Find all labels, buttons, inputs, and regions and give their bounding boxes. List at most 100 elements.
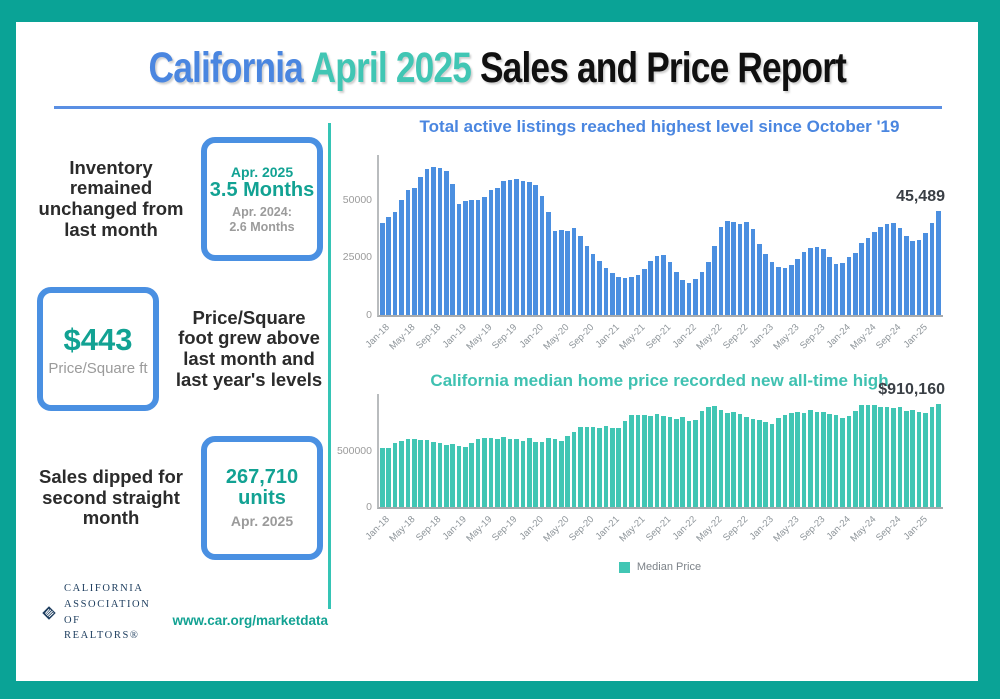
bar-Jun-19 [488, 189, 494, 315]
bar-Apr-24 [859, 242, 864, 315]
bar-Aug-20 [578, 427, 583, 508]
bar-Apr-25 [935, 210, 941, 315]
x-tick-May-19: May-19 [463, 514, 495, 545]
bar-Feb-20 [539, 195, 545, 315]
bar-Dec-19 [526, 437, 532, 508]
bar-Jun-21 [642, 414, 647, 508]
bar-Jun-18 [411, 187, 417, 315]
x-tick-May-20: May-20 [540, 514, 571, 545]
bar-May-24 [865, 237, 871, 315]
bar-Nov-19 [520, 180, 526, 315]
bar-Jun-20 [565, 231, 570, 315]
bar-Jul-20 [571, 431, 577, 508]
bar-Sep-21 [661, 255, 666, 315]
x-tick-Jan-20: Jan-20 [517, 321, 546, 350]
x-tick-May-24: May-24 [847, 321, 879, 352]
bar-Mar-24 [852, 252, 858, 315]
bar-Oct-21 [667, 261, 673, 315]
inventory-box-prior-year: Apr. 2024: 2.6 Months [229, 205, 295, 234]
median-price-chart-title: California median home price recorded ne… [430, 370, 889, 390]
active-listings-chart: Total active listings reached highest le… [341, 117, 978, 367]
bar-Dec-22 [757, 243, 762, 315]
bar-May-21 [635, 274, 641, 315]
x-tick-Jan-25: Jan-25 [901, 514, 930, 543]
x-tick-Jan-19: Jan-19 [440, 321, 469, 350]
bar-Nov-20 [597, 260, 602, 315]
bar-May-18 [405, 189, 411, 315]
x-tick-Sep-19: Sep-19 [490, 321, 520, 351]
bar-Jun-20 [565, 436, 570, 508]
x-tick-Jan-18: Jan-18 [363, 514, 392, 543]
marketdata-url-link[interactable]: www.car.org/marketdata [172, 613, 328, 628]
x-tick-Jan-25: Jan-25 [901, 321, 930, 350]
bar-Aug-19 [501, 180, 507, 315]
bar-Aug-23 [808, 248, 813, 315]
x-tick-May-20: May-20 [540, 321, 571, 352]
bar-Nov-20 [597, 428, 602, 508]
bar-Jan-21 [610, 273, 615, 315]
stats-sidebar: Inventory remained unchanged from last m… [16, 109, 328, 644]
x-tick-Jan-19: Jan-19 [440, 514, 469, 543]
active-listings-bars [380, 155, 942, 315]
bar-Sep-22 [737, 224, 743, 315]
bar-May-23 [789, 412, 794, 508]
bar-Apr-18 [399, 441, 404, 508]
x-tick-Jan-20: Jan-20 [517, 514, 546, 543]
bar-Apr-20 [552, 231, 558, 315]
org-line-1: CALIFORNIA [63, 583, 144, 594]
bar-May-24 [865, 404, 871, 508]
title-part-california: California [148, 44, 311, 92]
x-tick-May-22: May-22 [694, 321, 725, 352]
bar-Oct-18 [437, 442, 443, 508]
bar-Feb-21 [616, 276, 622, 315]
bar-Nov-24 [904, 235, 909, 315]
bar-May-21 [635, 414, 641, 508]
bar-Feb-22 [693, 279, 698, 315]
bar-Aug-21 [654, 413, 660, 508]
bar-Sep-23 [814, 247, 820, 315]
y-tick-0: 0 [366, 501, 372, 514]
stat-row-sales: Sales dipped for second straight month 2… [32, 425, 328, 571]
bar-Jul-21 [648, 415, 653, 508]
bar-Apr-22 [705, 261, 711, 315]
bar-Aug-24 [884, 224, 890, 315]
bar-Mar-19 [469, 200, 475, 315]
bar-Aug-22 [731, 412, 737, 508]
bar-Nov-19 [520, 440, 526, 508]
bar-Dec-23 [833, 414, 839, 508]
bar-Oct-24 [897, 227, 903, 315]
bar-Mar-18 [392, 443, 398, 508]
x-tick-May-18: May-18 [387, 321, 418, 352]
bar-Apr-21 [629, 276, 634, 315]
bar-Apr-22 [705, 407, 711, 508]
bar-Mar-20 [546, 211, 551, 315]
bar-Feb-25 [923, 233, 928, 315]
car-org-name: CALIFORNIA ASSOCIATION OF REALTORS® [64, 581, 150, 644]
y-tick-50000: 50000 [342, 194, 372, 207]
x-tick-May-24: May-24 [847, 514, 879, 545]
active-listings-annotation: 45,489 [896, 187, 945, 205]
bar-Apr-23 [782, 267, 788, 315]
bar-Dec-20 [603, 426, 609, 508]
y-tick-500000: 500000 [336, 444, 372, 457]
bar-Jul-19 [495, 438, 500, 508]
bar-Jul-23 [801, 413, 807, 508]
bar-Jan-19 [456, 446, 462, 508]
bar-Sep-18 [431, 441, 436, 508]
bar-Mar-21 [622, 277, 628, 315]
x-tick-Jan-23: Jan-23 [747, 514, 776, 543]
x-tick-Sep-18: Sep-18 [413, 321, 443, 351]
x-tick-Sep-19: Sep-19 [490, 514, 520, 544]
bar-Sep-19 [507, 179, 513, 315]
x-tick-Sep-20: Sep-20 [567, 514, 597, 544]
bar-Oct-18 [437, 168, 443, 315]
x-tick-Sep-21: Sep-21 [643, 321, 674, 351]
bar-Jan-25 [916, 412, 922, 508]
x-tick-Sep-18: Sep-18 [413, 514, 443, 544]
footer: CALIFORNIA ASSOCIATION OF REALTORS® www.… [32, 581, 328, 644]
bar-Jan-25 [916, 240, 922, 315]
report-card: California April 2025 Sales and Price Re… [16, 22, 978, 681]
bar-Nov-24 [904, 410, 909, 508]
legend-label: Median Price [636, 561, 702, 574]
bar-Dec-21 [680, 280, 685, 315]
